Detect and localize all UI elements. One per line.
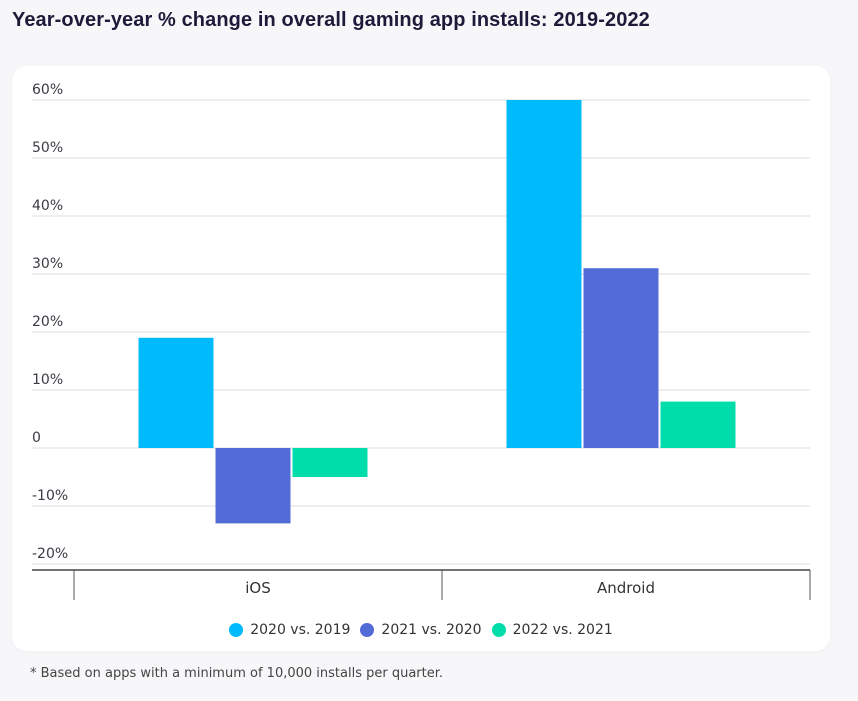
legend-swatch bbox=[229, 623, 244, 637]
legend-label: 2022 vs. 2021 bbox=[512, 622, 613, 638]
bar-ios-series-1 bbox=[138, 337, 214, 448]
bar-ios-series-3 bbox=[292, 448, 368, 477]
chart-title: Year-over-year % change in overall gamin… bbox=[12, 9, 650, 31]
legend-item: 2020 vs. 2019 bbox=[229, 622, 350, 638]
y-tick-label: 60% bbox=[32, 82, 63, 98]
chart-legend: 2020 vs. 2019 2021 vs. 2020 2022 vs. 2021 bbox=[12, 622, 830, 638]
legend-item: 2021 vs. 2020 bbox=[360, 622, 482, 638]
y-tick-label: -10% bbox=[32, 488, 68, 504]
footnote: * Based on apps with a minimum of 10,000… bbox=[30, 666, 444, 681]
bar-android-series-1 bbox=[506, 100, 582, 448]
y-tick-label: -20% bbox=[32, 546, 68, 562]
bar-ios-series-2 bbox=[215, 448, 291, 524]
y-tick-label: 30% bbox=[32, 256, 63, 272]
legend-swatch bbox=[491, 623, 506, 637]
y-tick-label: 10% bbox=[32, 372, 63, 388]
bar-android-series-2 bbox=[583, 268, 659, 448]
y-tick-label: 20% bbox=[32, 314, 63, 330]
y-tick-label: 0 bbox=[32, 430, 41, 446]
bar-chart: 60% 50% 40% 30% 20% 10% 0 -10% -20% iOS Android bbox=[32, 82, 811, 600]
legend-label: 2021 vs. 2020 bbox=[381, 622, 482, 638]
legend-swatch bbox=[360, 623, 375, 637]
y-tick-label: 40% bbox=[32, 198, 63, 214]
legend-item: 2022 vs. 2021 bbox=[491, 622, 613, 638]
y-tick-label: 50% bbox=[32, 140, 63, 156]
bar-android-series-3 bbox=[660, 401, 736, 448]
x-category-label: iOS bbox=[245, 579, 271, 597]
chart-card: 60% 50% 40% 30% 20% 10% 0 -10% -20% iOS Android 20… bbox=[12, 66, 830, 651]
x-category-label: Android bbox=[597, 579, 655, 597]
legend-label: 2020 vs. 2019 bbox=[250, 622, 351, 638]
